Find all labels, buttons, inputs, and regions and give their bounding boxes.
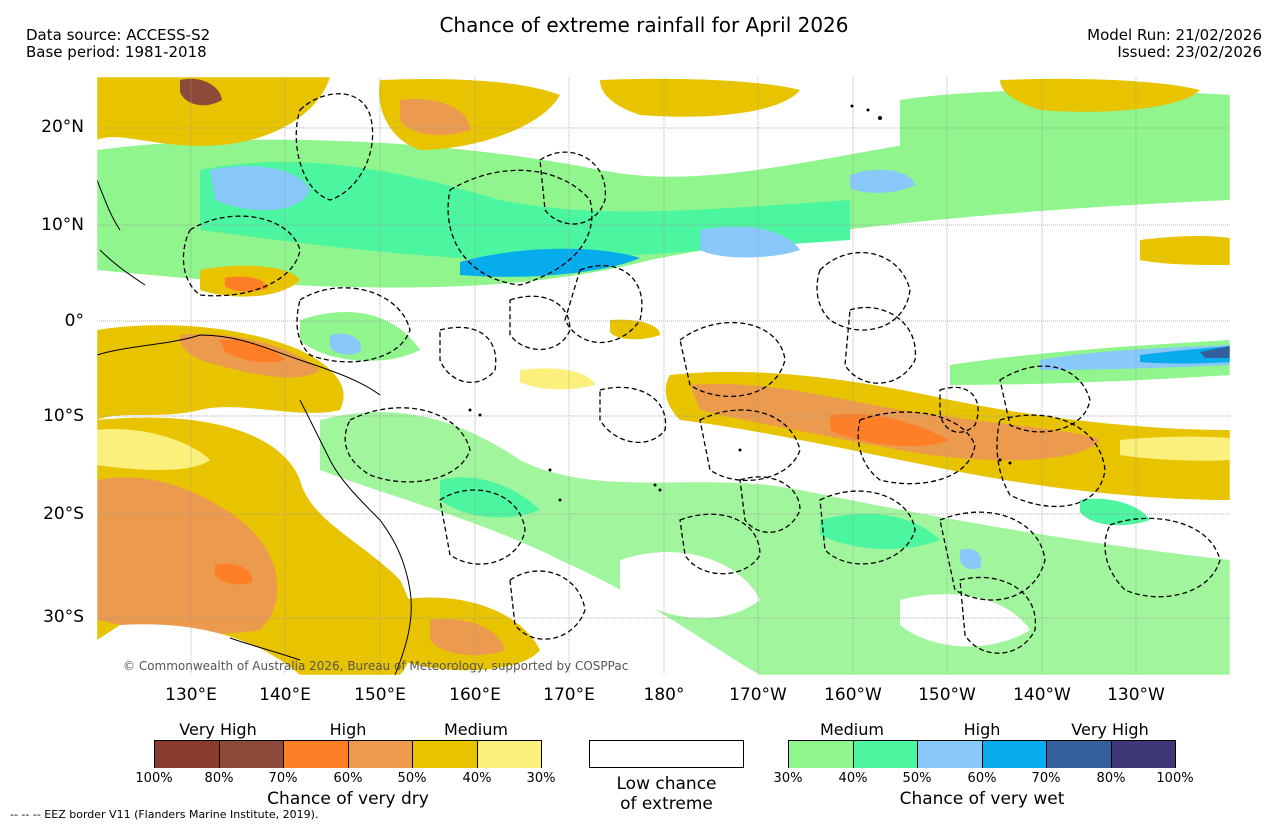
- data-source-text: Data source: ACCESS-S2: [26, 26, 211, 44]
- lon-label-170w: 170°W: [729, 685, 787, 705]
- dry-swatch-6: [478, 741, 541, 768]
- issued-text: Issued: 23/02/2026: [1117, 43, 1262, 61]
- wet-tick-80: 80%: [1096, 771, 1126, 786]
- lat-label-10n: 10°N: [41, 215, 84, 235]
- dry-tick-100: 100%: [135, 771, 173, 786]
- lon-label-130e: 130°E: [165, 685, 217, 705]
- neutral-swatch: [589, 740, 744, 768]
- lat-label-10s: 10°S: [43, 406, 84, 426]
- wet-swatch-6: [1112, 741, 1175, 768]
- eez-footnote: -- -- -- EEZ border V11 (Flanders Marine…: [10, 808, 319, 821]
- wet-tick-70: 70%: [1031, 771, 1061, 786]
- wet-tick-50: 50%: [902, 771, 932, 786]
- lon-label-150e: 150°E: [354, 685, 406, 705]
- dry-caption: Chance of very dry: [267, 789, 429, 809]
- map-title: Chance of extreme rainfall for April 202…: [439, 13, 849, 37]
- neutral-caption-line1: Low chance: [616, 774, 717, 794]
- lon-label-160w: 160°W: [824, 685, 882, 705]
- lon-label-170e: 170°E: [543, 685, 595, 705]
- data-source-block: Data source: ACCESS-S2 Base period: 1981…: [26, 27, 210, 61]
- copyright-text: © Commonwealth of Australia 2026, Bureau…: [123, 659, 629, 673]
- wet-swatch-1: [789, 741, 854, 768]
- neutral-caption-line2: of extreme: [620, 794, 713, 814]
- wet-swatch-3: [918, 741, 983, 768]
- wet-very-high-label: Very High: [1071, 720, 1149, 739]
- dry-tick-60: 60%: [333, 771, 363, 786]
- islands: [468, 104, 1012, 502]
- dry-tick-30: 30%: [526, 771, 556, 786]
- dry-tick-70: 70%: [268, 771, 298, 786]
- map-body: [97, 77, 1230, 675]
- lat-label-eq: 0°: [64, 311, 84, 331]
- lat-label-30s: 30°S: [43, 607, 84, 627]
- wet-tick-100: 100%: [1156, 771, 1194, 786]
- eez-borders: [182, 93, 1221, 654]
- map-frame: [96, 76, 1231, 676]
- wet-tick-40: 40%: [838, 771, 868, 786]
- model-run-block: Model Run: 21/02/2026 Issued: 23/02/2026: [1087, 27, 1262, 61]
- lon-label-140w: 140°W: [1013, 685, 1071, 705]
- model-run-text: Model Run: 21/02/2026: [1087, 26, 1262, 44]
- wet-tick-60: 60%: [967, 771, 997, 786]
- wet-swatch-4: [983, 741, 1047, 768]
- dry-swatch-5: [413, 741, 478, 768]
- dry-anomaly-layer: [97, 77, 1230, 675]
- lat-label-20s: 20°S: [43, 504, 84, 524]
- dry-very-high-label: Very High: [179, 720, 257, 739]
- wet-swatch-5: [1047, 741, 1112, 768]
- base-period-text: Base period: 1981-2018: [26, 43, 207, 61]
- wet-caption: Chance of very wet: [899, 789, 1065, 809]
- dry-swatch-2: [220, 741, 284, 768]
- coastlines: [97, 179, 412, 675]
- dry-swatch-4: [349, 741, 413, 768]
- lon-label-140e: 140°E: [259, 685, 311, 705]
- dry-colorbar: [154, 740, 542, 768]
- dry-high-label: High: [329, 720, 367, 739]
- dry-tick-80: 80%: [204, 771, 234, 786]
- dry-swatch-3: [284, 741, 349, 768]
- lon-label-180: 180°: [643, 685, 685, 705]
- dry-tick-40: 40%: [462, 771, 492, 786]
- dry-swatch-1: [155, 741, 220, 768]
- dry-tick-50: 50%: [397, 771, 427, 786]
- wet-tick-30: 30%: [773, 771, 803, 786]
- dry-medium-label: Medium: [444, 720, 508, 739]
- lon-label-130w: 130°W: [1107, 685, 1165, 705]
- lon-label-160e: 160°E: [449, 685, 501, 705]
- lat-label-20n: 20°N: [41, 117, 84, 137]
- wet-colorbar: [788, 740, 1176, 768]
- wet-medium-label: Medium: [820, 720, 884, 739]
- wet-swatch-2: [854, 741, 918, 768]
- lon-label-150w: 150°W: [918, 685, 976, 705]
- wet-high-label: High: [963, 720, 1001, 739]
